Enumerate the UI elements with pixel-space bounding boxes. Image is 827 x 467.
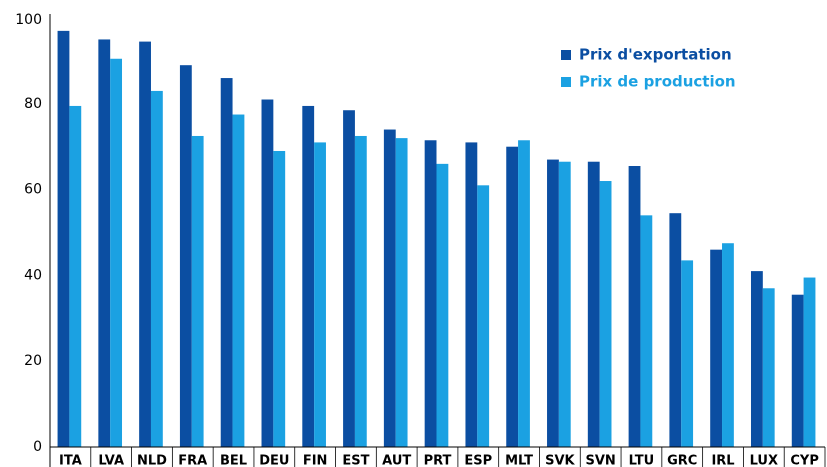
bar: [750, 271, 763, 447]
bar: [791, 294, 804, 447]
bar: [150, 90, 163, 448]
bar: [722, 243, 734, 447]
x-tick-label: IRL: [711, 454, 734, 467]
bar: [424, 140, 437, 447]
bar: [261, 99, 274, 447]
bar: [803, 277, 816, 447]
x-tick-label: EST: [342, 454, 369, 467]
bar: [69, 105, 82, 447]
bar: [640, 215, 653, 447]
bar: [343, 110, 355, 448]
bar: [383, 129, 396, 448]
bar: [669, 213, 682, 447]
bar: [179, 65, 192, 447]
bar: [599, 181, 612, 447]
bar: [465, 142, 478, 447]
x-tick-label: LUX: [750, 454, 778, 467]
y-tick-label: 80: [24, 96, 42, 112]
y-tick-label: 20: [24, 353, 42, 369]
x-tick-label: NLD: [137, 454, 167, 467]
bar: [273, 150, 286, 448]
x-tick-label: LTU: [629, 454, 655, 467]
x-tick-label: GRC: [667, 454, 697, 467]
x-tick-label: AUT: [382, 454, 411, 467]
bar: [681, 260, 694, 447]
y-tick-label: 60: [24, 182, 42, 198]
bar: [395, 138, 408, 447]
bar: [762, 288, 775, 447]
x-tick-label: CYP: [790, 454, 818, 467]
x-tick-label: SVK: [545, 454, 575, 467]
bar: [314, 142, 326, 447]
legend-swatch: [561, 50, 571, 60]
bar: [139, 41, 151, 447]
x-tick-label: FRA: [178, 454, 207, 467]
bar: [628, 166, 641, 447]
bar: [506, 146, 519, 447]
x-tick-label: MLT: [505, 454, 533, 467]
bar: [587, 161, 600, 447]
bar: [477, 185, 490, 447]
x-tick-label: LVA: [98, 454, 124, 467]
bar: [547, 159, 559, 447]
bar: [518, 140, 530, 447]
bar: [110, 58, 123, 447]
bar: [710, 249, 723, 447]
legend-label: Prix de production: [579, 73, 736, 91]
bar: [436, 163, 449, 448]
bar: [558, 161, 571, 447]
bar: [232, 114, 245, 448]
x-tick-label: DEU: [259, 454, 289, 467]
bar: [354, 135, 367, 447]
x-tick-label: SVN: [586, 454, 616, 467]
bar: [302, 105, 315, 447]
y-tick-label: 40: [24, 267, 42, 283]
x-tick-label: BEL: [220, 454, 247, 467]
bar: [220, 78, 233, 447]
legend-label: Prix d'exportation: [579, 46, 732, 64]
y-tick-label: 100: [15, 12, 42, 28]
y-tick-label: 0: [33, 439, 42, 455]
bar: [57, 30, 70, 448]
bar: [191, 135, 204, 447]
x-tick-label: ITA: [59, 454, 82, 467]
bar: [98, 39, 111, 447]
x-tick-label: ESP: [464, 454, 492, 467]
legend-swatch: [561, 77, 571, 87]
x-tick-label: PRT: [424, 454, 452, 467]
x-tick-label: FIN: [303, 454, 328, 467]
